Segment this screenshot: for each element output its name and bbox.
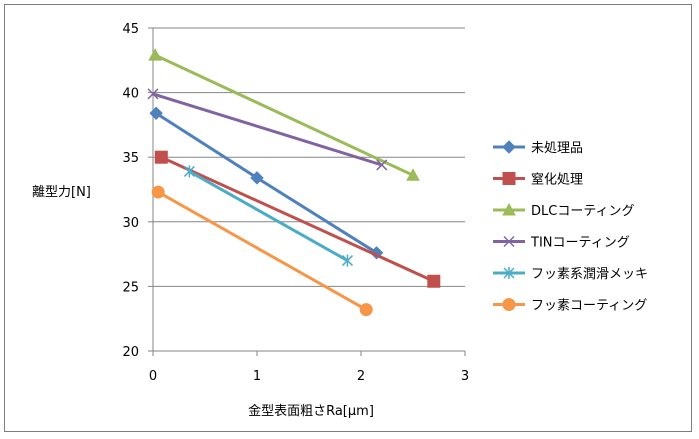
- data-point-3-1-stroke-b: [376, 159, 388, 171]
- series-line-2: [154, 53, 414, 177]
- legend-item-1: 窒化処理: [493, 172, 583, 188]
- series-3: [147, 88, 388, 171]
- data-point-5-1: [359, 303, 373, 317]
- series-2: [148, 48, 420, 181]
- y-tick-label-40: 40: [122, 87, 139, 102]
- y-tick-label-25: 25: [122, 280, 139, 295]
- legend-swatch-marker-1: [502, 172, 516, 185]
- legend-swatch-marker-0: [502, 140, 516, 154]
- legend-item-4: フッ素系潤滑メッキ: [493, 267, 648, 282]
- series-4: [183, 165, 354, 267]
- legend-label-2: DLCコーティング: [531, 204, 635, 219]
- legend-item-5: フッ素コーティング: [493, 298, 647, 314]
- axes: 20 25 30 35 40 45 0 1 2 3: [122, 22, 469, 384]
- data-point-4-0: [183, 165, 195, 178]
- data-point-1-0: [154, 150, 168, 164]
- series-5: [151, 185, 373, 317]
- x-tick-label-1: 1: [253, 369, 261, 384]
- data-point-4-1: [341, 254, 354, 267]
- x-axis-title: 金型表面粗さRa[μm]: [248, 403, 374, 419]
- x-tick-label-3: 3: [461, 369, 469, 384]
- legend-label-0: 未処理品: [531, 141, 583, 156]
- series-1: [154, 150, 441, 288]
- legend-item-3: TINコーティング: [493, 236, 630, 251]
- x-tick-label-2: 2: [357, 369, 365, 384]
- series-line-0: [155, 112, 378, 255]
- series-0: [149, 106, 384, 260]
- legend-swatch-marker-3-stroke-b: [503, 235, 515, 248]
- series-line-5: [157, 190, 367, 311]
- legend-label-3: TINコーティング: [530, 236, 630, 251]
- legend-swatch-marker-3: [503, 235, 515, 248]
- legend-label-5: フッ素コーティング: [531, 299, 647, 314]
- data-point-0-1: [250, 171, 264, 185]
- data-point-5-0: [151, 185, 165, 199]
- legend-item-0: 未処理品: [493, 140, 583, 156]
- data-point-3-0: [147, 88, 159, 100]
- gridlines: [153, 27, 465, 287]
- data-point-2-0: [148, 48, 162, 61]
- chart-frame: 20 25 30 35 40 45 0 1 2 3 未処理品窒化処理 DLCコーティング TINコーテ…: [4, 4, 692, 432]
- legend-item-2: DLCコーティング: [493, 202, 635, 219]
- legend-label-1: 窒化処理: [531, 172, 583, 188]
- legend-swatch-marker-4: [503, 267, 515, 279]
- legend-swatch-marker-5: [502, 298, 516, 311]
- series-line-3: [152, 92, 383, 167]
- y-tick-label-35: 35: [122, 151, 139, 166]
- data-point-3-0-stroke-b: [147, 88, 159, 100]
- series-line-1: [160, 155, 435, 283]
- data-point-1-1: [427, 274, 441, 288]
- series-line-4: [188, 170, 349, 262]
- legend-swatch-marker-2: [502, 202, 516, 216]
- series-group: [147, 48, 441, 317]
- y-tick-label-20: 20: [122, 345, 139, 360]
- y-tick-label-30: 30: [122, 216, 139, 231]
- legend-label-4: フッ素系潤滑メッキ: [531, 267, 648, 282]
- data-point-2-1: [406, 168, 420, 181]
- y-axis-title: 離型力[N]: [32, 185, 91, 200]
- x-tick-label-0: 0: [149, 369, 157, 384]
- y-tick-label-45: 45: [122, 22, 139, 37]
- data-point-3-1: [376, 159, 388, 171]
- data-point-0-0: [149, 106, 163, 120]
